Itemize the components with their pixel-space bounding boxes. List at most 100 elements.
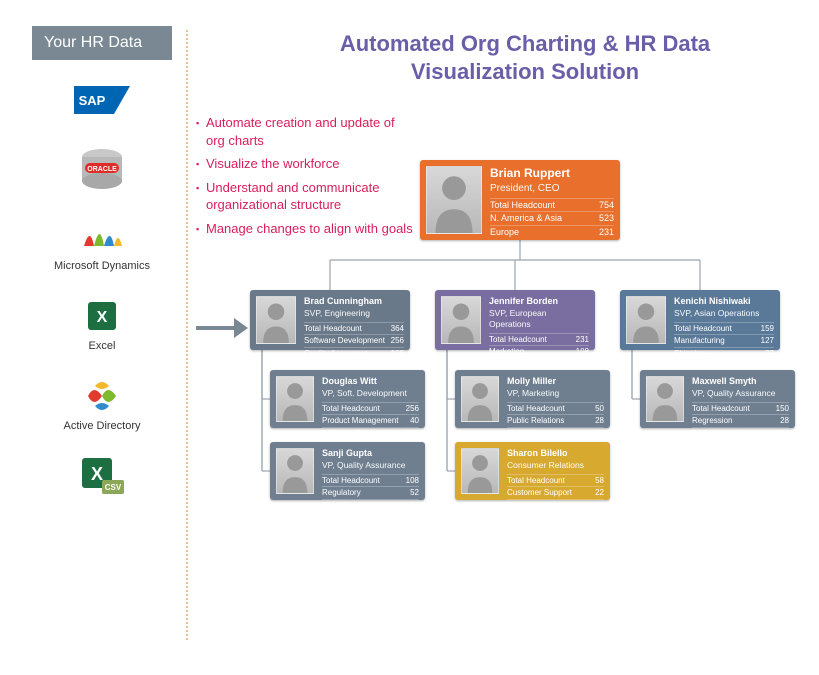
stat-value: 28 xyxy=(595,416,604,426)
stat-label: Compliance xyxy=(322,501,364,511)
stat-row: Compliance 56 xyxy=(322,499,419,511)
person-name: Kenichi Nishiwaki xyxy=(674,296,774,308)
org-card-info: Kenichi NishiwakiSVP, Asian OperationsTo… xyxy=(666,296,774,344)
stat-label: Software Engineering xyxy=(322,429,399,439)
sidebar-item-msdyn: Microsoft Dynamics xyxy=(32,214,172,272)
stat-row: Total Headcount 108 xyxy=(322,474,419,486)
stat-row: Operations 123 xyxy=(489,358,589,370)
person-name: Jennifer Borden xyxy=(489,296,589,308)
person-title: VP, Quality Assurance xyxy=(322,460,419,471)
stat-label: Performance Lab xyxy=(692,429,753,439)
stat-value: 22 xyxy=(595,429,604,439)
org-card: Sanji GuptaVP, Quality AssuranceTotal He… xyxy=(270,442,425,500)
stat-label: Product Management xyxy=(322,416,399,426)
person-title: VP, Quality Assurance xyxy=(692,388,789,399)
stat-value: 52 xyxy=(410,488,419,498)
stat-row: Field Marketing 22 xyxy=(507,427,604,439)
stat-label: Marketing xyxy=(489,347,524,357)
stat-label: Total Headcount xyxy=(507,476,565,486)
stat-row: Total Headcount159 xyxy=(674,322,774,334)
stat-row: Regression 28 xyxy=(692,414,789,426)
stat-label: Operations xyxy=(489,360,528,370)
stat-row: Europe 231 xyxy=(490,225,614,239)
stat-label: Software Development xyxy=(304,336,385,346)
stat-value: 364 xyxy=(391,324,404,334)
person-photo xyxy=(461,376,499,422)
person-photo xyxy=(646,376,684,422)
stat-value: 108 xyxy=(406,476,419,486)
person-photo xyxy=(256,296,296,344)
stat-value: 22 xyxy=(595,488,604,498)
stat-label: Total Headcount xyxy=(507,404,565,414)
person-name: Sharon Bilello xyxy=(507,448,604,460)
person-photo xyxy=(276,376,314,422)
arrow-icon xyxy=(196,316,248,340)
person-title: VP, Marketing xyxy=(507,388,604,399)
person-title: Consumer Relations xyxy=(507,460,604,471)
stat-row: Marketing108 xyxy=(489,345,589,357)
stat-label: Total Headcount xyxy=(490,200,555,212)
person-photo xyxy=(461,448,499,494)
stat-value: 216 xyxy=(406,429,419,439)
stat-label: Europe xyxy=(490,227,519,239)
title-line-1: Automated Org Charting & HR Data xyxy=(340,31,710,56)
sidebar-item-label: Excel xyxy=(89,340,116,352)
stat-value: 231 xyxy=(599,227,614,239)
stat-label: Shipping xyxy=(674,349,705,359)
person-title: SVP, European Operations xyxy=(489,308,589,330)
stat-row: Total Headcount256 xyxy=(322,402,419,414)
org-card: Brad CunninghamSVP, EngineeringTotal Hea… xyxy=(250,290,410,350)
stat-value: 40 xyxy=(410,416,419,426)
svg-text:CSV: CSV xyxy=(105,483,122,492)
svg-text:ORACLE: ORACLE xyxy=(87,166,117,173)
stat-value: 123 xyxy=(576,360,589,370)
title-line-2: Visualization Solution xyxy=(411,59,639,84)
org-card: Douglas WittVP, Soft. Development Total H… xyxy=(270,370,425,428)
org-card-info: Molly MillerVP, MarketingTotal Headcount… xyxy=(499,376,604,422)
stat-row: Total Headcount50 xyxy=(507,402,604,414)
divider xyxy=(186,30,188,640)
stat-label: Total Headcount xyxy=(489,335,547,345)
bullet-item: Automate creation and update of org char… xyxy=(196,114,416,149)
stat-label: Quality Assurance xyxy=(304,349,368,359)
person-photo xyxy=(276,448,314,494)
stat-label: Field Marketing xyxy=(507,429,562,439)
stat-value: 32 xyxy=(765,349,774,359)
stat-label: Regression xyxy=(692,416,732,426)
sap-icon: SAP xyxy=(72,78,132,122)
stat-value: 150 xyxy=(776,404,789,414)
org-card-info: Maxwell SmythVP, Quality AssuranceTotal … xyxy=(684,376,789,422)
sidebar-item-sap: SAP xyxy=(32,78,172,124)
hr-data-sidebar: Your HR Data SAP ORACLE Microsoft Dynami… xyxy=(32,26,172,522)
stat-label: Total Headcount xyxy=(692,404,750,414)
stat-value: 58 xyxy=(595,476,604,486)
stat-label: Research xyxy=(507,501,541,511)
org-card: Brian RuppertPresident, CEOTotal Headcou… xyxy=(420,160,620,240)
oracle-icon: ORACLE xyxy=(72,146,132,190)
person-title: VP, Soft. Development xyxy=(322,388,419,399)
stat-row: Customer Support 22 xyxy=(507,486,604,498)
svg-text:X: X xyxy=(91,464,103,484)
org-card-info: Douglas WittVP, Soft. Development Total H… xyxy=(314,376,419,422)
sidebar-item-label: Active Directory xyxy=(63,420,140,432)
org-card-info: Jennifer BordenSVP, European Operations T… xyxy=(481,296,589,344)
stat-row: Performance Lab122 xyxy=(692,427,789,439)
stat-value: 56 xyxy=(410,501,419,511)
stat-row: Total Headcount754 xyxy=(490,198,614,212)
stat-label: Customer Support xyxy=(507,488,572,498)
stat-value: 256 xyxy=(406,404,419,414)
org-card-info: Brad CunninghamSVP, EngineeringTotal Hea… xyxy=(296,296,404,344)
stat-label: Regulatory xyxy=(322,488,361,498)
sidebar-item-oracle: ORACLE xyxy=(32,146,172,192)
stat-row: Total Headcount231 xyxy=(489,333,589,345)
stat-label: N. America & Asia xyxy=(490,213,562,225)
sidebar-item-label: Microsoft Dynamics xyxy=(54,260,150,272)
stat-row: Shipping 32 xyxy=(674,347,774,359)
stat-value: 28 xyxy=(780,416,789,426)
svg-text:X: X xyxy=(97,309,108,326)
person-name: Douglas Witt xyxy=(322,376,419,388)
stat-value: 159 xyxy=(761,324,774,334)
stat-label: Total Headcount xyxy=(322,476,380,486)
msdyn-icon xyxy=(72,214,132,258)
stat-value: 256 xyxy=(391,336,404,346)
